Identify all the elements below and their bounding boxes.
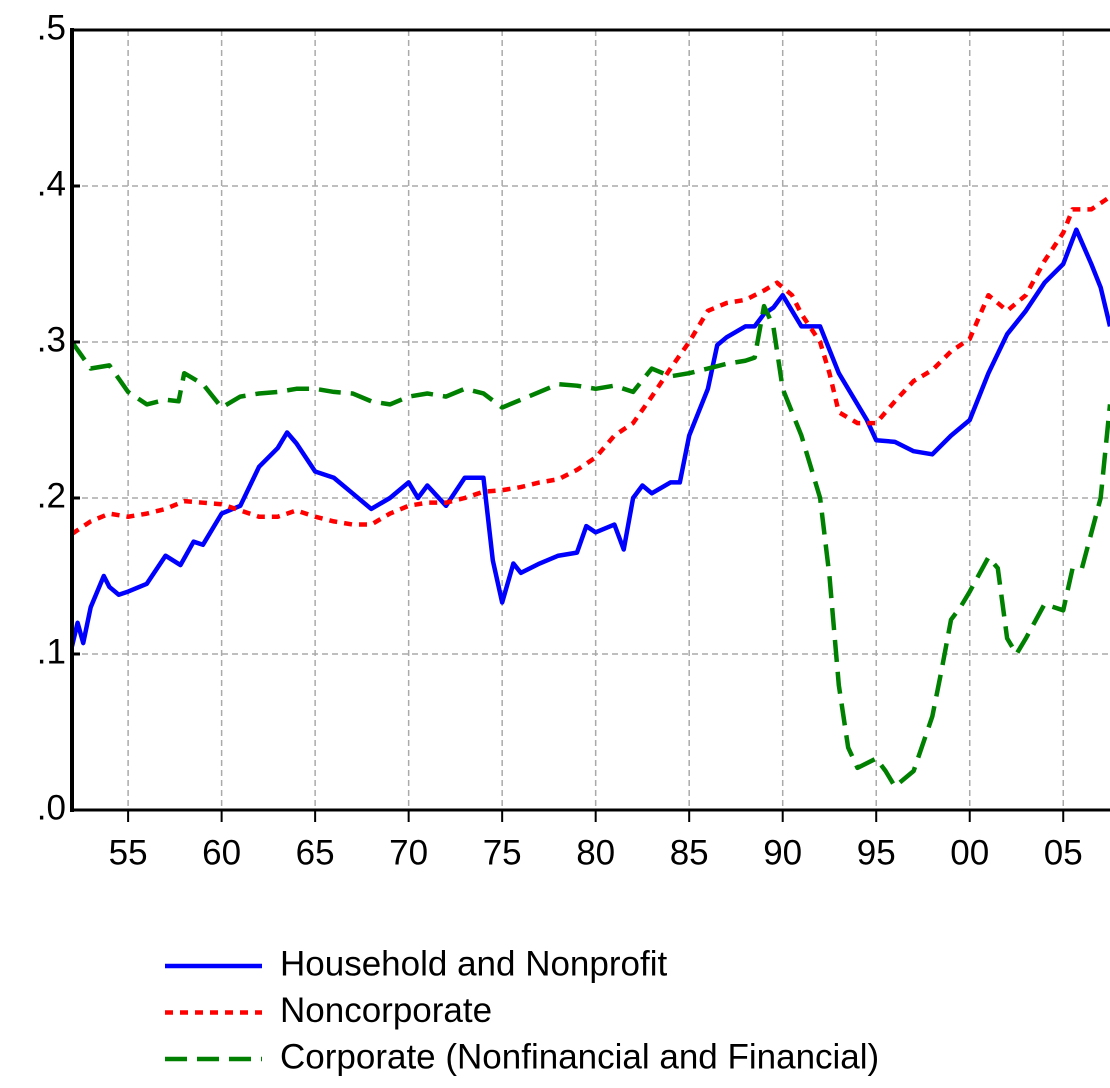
- series-line: [72, 303, 1110, 789]
- y-tick-label: .5: [37, 8, 66, 47]
- y-tick-label: .4: [37, 164, 66, 203]
- series-line: [72, 195, 1110, 536]
- series-line: [72, 227, 1110, 647]
- y-tick-label: .0: [37, 788, 66, 827]
- x-tick-label: 75: [483, 833, 522, 872]
- legend-label: Corporate (Nonfinancial and Financial): [280, 1037, 879, 1076]
- legend-label: Noncorporate: [280, 991, 492, 1030]
- x-tick-label: 85: [670, 833, 709, 872]
- legend-label: Household and Nonprofit: [280, 944, 667, 983]
- grid: [72, 30, 1110, 810]
- labels: .0 .1 .2 .3 .4 .5 55 60 65 70 75 80 85 90 95 00 05: [37, 8, 1083, 872]
- x-tick-label: 05: [1044, 833, 1083, 872]
- x-tick-label: 80: [576, 833, 615, 872]
- y-tick-label: .3: [37, 320, 66, 359]
- x-tick-label: 95: [857, 833, 896, 872]
- x-tick-label: 90: [763, 833, 802, 872]
- legend: Household and Nonprofit Noncorporate Corpo…: [165, 944, 879, 1076]
- y-tick-label: .2: [37, 476, 66, 515]
- x-tick-label: 00: [950, 833, 989, 872]
- x-tick-label: 60: [202, 833, 241, 872]
- x-tick-label: 55: [109, 833, 148, 872]
- x-tick-label: 65: [296, 833, 335, 872]
- y-tick-label: .1: [37, 632, 66, 671]
- x-tick-label: 70: [389, 833, 428, 872]
- plot-lines: [72, 195, 1110, 789]
